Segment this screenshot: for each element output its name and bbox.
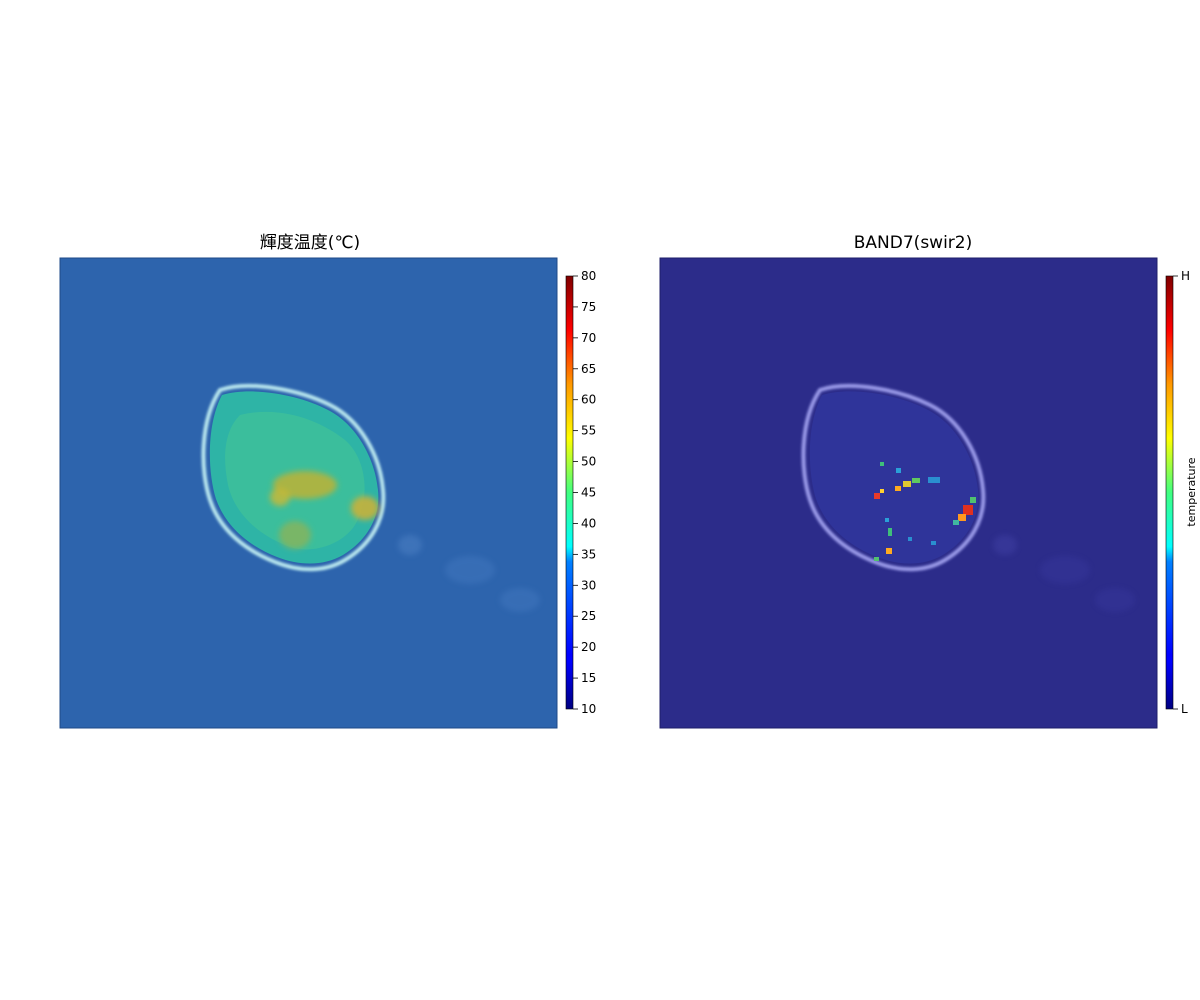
hotspots-right [874,462,976,561]
colorbar-tick-label: 80 [581,269,596,283]
island-surface-right [809,391,979,564]
colorbar-tick-label: 10 [581,702,596,716]
colorbar-tick-label: 45 [581,486,596,500]
colorbar-tick-label: L [1181,702,1188,716]
colorbar-left [565,275,574,710]
colorbar-right [1165,275,1174,710]
colorbar-tick-label: 15 [581,671,596,685]
hotspot-left-center [273,471,337,499]
island-rim-left [201,383,386,572]
colorbar-tick-label: 75 [581,300,596,314]
hotspot-left-east [351,496,379,520]
reef-shadow-right [993,535,1135,612]
island-rim-right [801,383,986,572]
colorbar-tick-label: 35 [581,547,596,561]
map-frame-left [59,257,558,729]
colorbar-ticks-right: LH [1173,269,1190,716]
colorbar-tick-label: 20 [581,640,596,654]
colorbar-tick-label: H [1181,269,1190,283]
map-frame-right [659,257,1158,729]
panel-brightness-temperature: 輝度温度(℃) 10 15 20 25 30 35 40 45 50 55 60 65 70 75 80 [59,233,596,729]
colorbar-tick-label: 40 [581,516,596,530]
colorbar-label-right: temperature [1185,457,1198,526]
hotspot-left-south [279,521,311,549]
colorbar-ticks-left: 10 15 20 25 30 35 40 45 50 55 60 65 70 75 80 [573,269,596,716]
hotspot-left-west [270,488,290,506]
colorbar-tick-label: 70 [581,331,596,345]
colorbar-tick-label: 55 [581,424,596,438]
panel-band7-swir2: BAND7(swir2) [659,233,1198,729]
colorbar-tick-label: 60 [581,393,596,407]
colorbar-tick-label: 30 [581,578,596,592]
colorbar-tick-label: 25 [581,609,596,623]
chart-title-left: 輝度温度(℃) [260,233,360,253]
colorbar-tick-label: 50 [581,455,596,469]
colorbar-tick-label: 65 [581,362,596,376]
chart-title-right: BAND7(swir2) [854,233,972,253]
reef-shadow-left [398,535,540,612]
